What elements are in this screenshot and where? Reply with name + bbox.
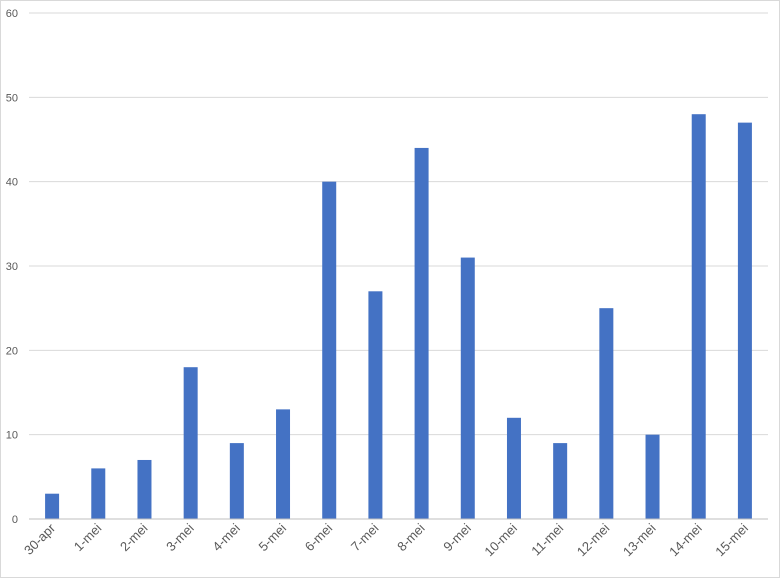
bar-4-mei (229, 443, 244, 519)
y-tick-label: 10 (6, 430, 18, 442)
x-tick-label: 10-mei (481, 520, 520, 559)
bar-13-mei (645, 434, 660, 519)
y-tick-label: 0 (12, 514, 18, 526)
x-tick-label: 30-apr (21, 520, 59, 558)
x-tick-label: 12-mei (574, 520, 613, 559)
bar-2-mei (137, 459, 152, 519)
x-tick-label: 1-mei (71, 520, 105, 554)
x-tick-label: 2-mei (117, 520, 151, 554)
bar-30-apr (45, 493, 60, 519)
x-tick-label: 8-mei (394, 520, 428, 554)
bar-14-mei (691, 114, 706, 519)
x-tick-label: 3-mei (163, 520, 197, 554)
bars (45, 114, 752, 520)
x-tick-label: 11-mei (528, 520, 566, 558)
y-tick-label: 50 (6, 92, 18, 104)
bar-6-mei (322, 181, 337, 520)
x-tick-label: 6-mei (302, 520, 336, 554)
bar-5-mei (276, 409, 291, 519)
x-tick-label: 9-mei (440, 520, 474, 554)
x-tick-label: 4-mei (209, 520, 243, 554)
bar-15-mei (737, 122, 752, 519)
y-tick-label: 60 (6, 8, 18, 20)
x-tick-label: 5-mei (256, 520, 290, 554)
bar-9-mei (460, 257, 475, 519)
y-tick-label: 20 (6, 345, 18, 357)
x-tick-label: 13-mei (620, 520, 659, 559)
bar-12-mei (599, 308, 614, 519)
x-tick-label: 7-mei (348, 520, 382, 554)
x-axis-ticks: 30-apr 1-mei 2-mei 3-mei 4-mei 5-mei 6-mei 7-me… (21, 520, 751, 559)
x-tick-label: 14-mei (666, 520, 705, 559)
bar-8-mei (414, 147, 429, 519)
x-tick-label: 15-mei (712, 520, 751, 559)
bar-1-mei (91, 468, 106, 519)
bar-3-mei (183, 367, 198, 519)
bar-7-mei (368, 291, 383, 519)
gridlines (29, 12, 768, 436)
y-tick-label: 40 (6, 177, 18, 189)
bar-11-mei (553, 443, 568, 519)
bar-10-mei (506, 417, 521, 519)
y-tick-label: 30 (6, 261, 18, 273)
y-axis-ticks: 0 10 20 30 40 50 60 (6, 8, 18, 526)
